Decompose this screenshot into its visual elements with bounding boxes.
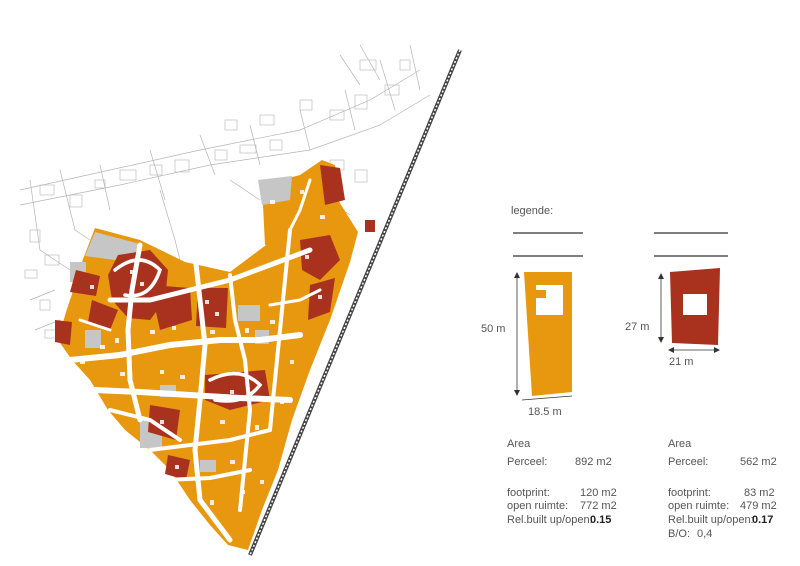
urban-block-map <box>19 44 462 556</box>
plot-b-open-value: 479 m2 <box>740 500 777 512</box>
plot-b-open-label: open ruimte: <box>668 500 730 512</box>
street-network <box>67 178 322 543</box>
plot-a-width-label: 18.5 m <box>528 406 562 418</box>
plot-a-footprint-value: 120 m2 <box>580 487 617 499</box>
plot-a-width-dim <box>521 395 573 401</box>
plot-b-perceel-value: 562 m2 <box>740 456 777 468</box>
plot-a-footprint-label: footprint: <box>507 487 550 499</box>
plot-b-perceel-label: Perceel: <box>668 456 709 468</box>
plot-b-bo-value: 0,4 <box>697 528 713 540</box>
plot-b-footprint-value: 83 m2 <box>744 487 775 499</box>
plot-a-footprint <box>536 285 563 315</box>
legend-title: legende: <box>511 205 554 217</box>
railway-line <box>248 49 462 556</box>
plot-b-area-heading: Area <box>668 438 692 450</box>
plot-a-rel-label: Rel.built up/open: <box>507 514 593 526</box>
plot-a-perceel-value: 892 m2 <box>575 456 612 468</box>
plot-a-perceel-label: Perceel: <box>507 456 548 468</box>
plot-b-rel-label: Rel.built up/open: <box>668 514 754 526</box>
legend-diagrams <box>513 232 728 401</box>
plot-b-footprint <box>683 294 707 315</box>
plot-b-height-label: 27 m <box>625 321 650 333</box>
building-footprints <box>80 190 325 505</box>
plot-b-bo-label: B/O: <box>668 528 691 540</box>
plot-a-rel-value: 0.15 <box>590 514 612 526</box>
plot-b-width-label: 21 m <box>669 356 694 368</box>
plot-a-open-value: 772 m2 <box>580 500 617 512</box>
grey-buildings <box>70 176 292 472</box>
context-buildings <box>24 59 411 339</box>
plot-a-height-label: 50 m <box>481 323 506 335</box>
plot-a-open-label: open ruimte: <box>507 500 569 512</box>
plot-b-footprint-label: footprint: <box>668 487 711 499</box>
plot-b-rel-value: 0.17 <box>752 514 774 526</box>
plot-a-area-heading: Area <box>507 438 531 450</box>
